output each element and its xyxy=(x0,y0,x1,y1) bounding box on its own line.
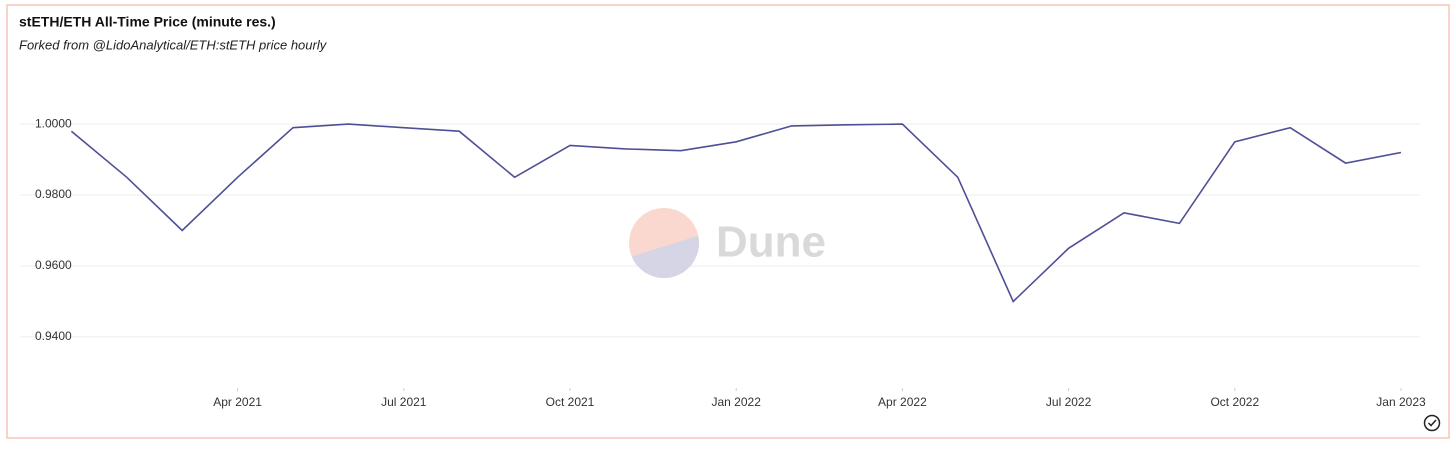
y-tick-label: 0.9600 xyxy=(35,258,72,272)
y-tick-label: 0.9800 xyxy=(35,187,72,201)
chart-title: stETH/ETH All-Time Price (minute res.) xyxy=(19,14,276,30)
x-tick-label: Jul 2021 xyxy=(381,395,427,409)
price-line xyxy=(70,123,1402,303)
x-tick-label: Apr 2022 xyxy=(878,395,927,409)
chart-subtitle: Forked from @LidoAnalytical/ETH:stETH pr… xyxy=(19,37,328,52)
x-tick-label: Apr 2021 xyxy=(213,395,262,409)
x-tick-label: Oct 2021 xyxy=(546,395,595,409)
x-tick-label: Oct 2022 xyxy=(1210,395,1259,409)
watermark-text: Dune xyxy=(716,218,826,267)
x-tick-label: Jul 2022 xyxy=(1046,395,1092,409)
y-tick-label: 1.0000 xyxy=(35,116,72,130)
check-icon[interactable] xyxy=(1423,414,1441,432)
y-tick-label: 0.9400 xyxy=(35,329,72,343)
x-tick-label: Jan 2023 xyxy=(1376,395,1426,409)
x-tick-label: Jan 2022 xyxy=(712,395,762,409)
frame xyxy=(6,4,1450,439)
